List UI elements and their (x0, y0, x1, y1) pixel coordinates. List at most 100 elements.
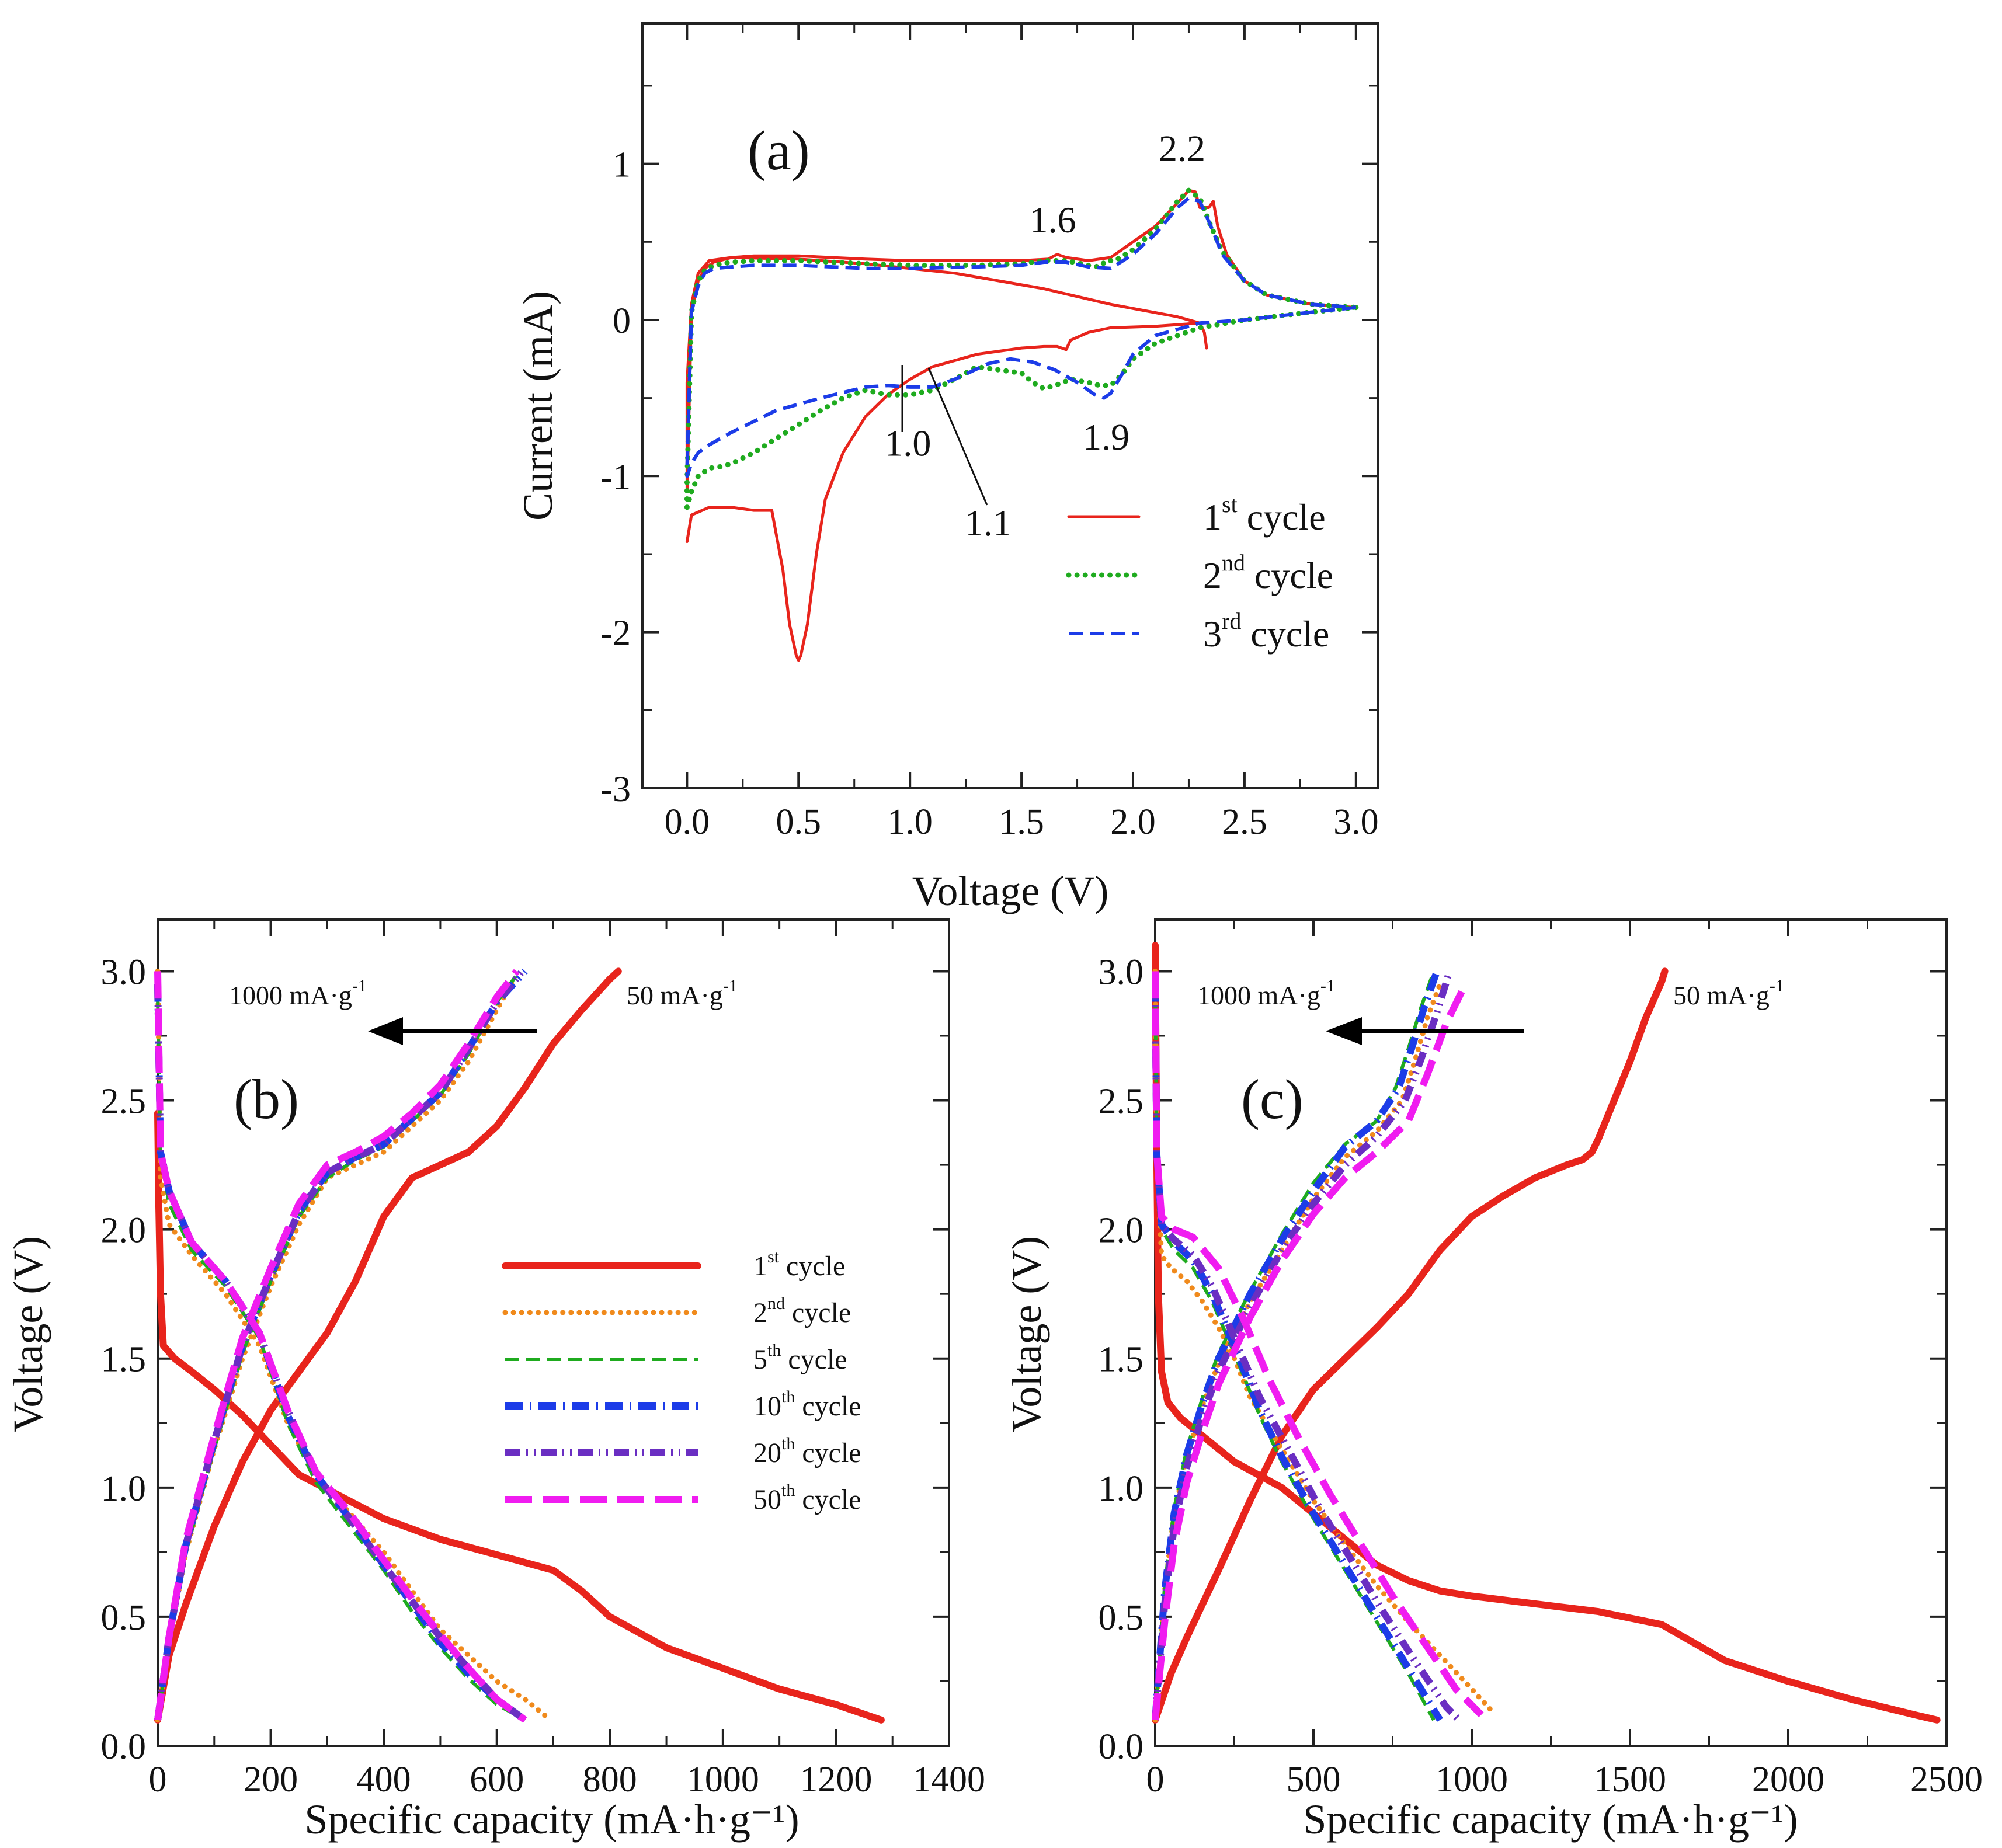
panel-b-series-3-charge (156, 970, 521, 1721)
legend-label: 1st cycle (1203, 491, 1326, 538)
legend-label: 2nd cycle (753, 1294, 851, 1328)
panel-c-arrow (1326, 1017, 1524, 1045)
panel-a-ytick-label: -2 (600, 614, 631, 653)
panel-b-ylabel: Voltage (V) (5, 1236, 51, 1433)
panel-b-series-5-discharge (154, 984, 527, 1723)
panel-b-xtick-label: 800 (583, 1760, 637, 1800)
panel-b-ytick-label: 2.0 (101, 1211, 147, 1251)
panel-c-rate-50: 50 mA·g-1 (1673, 976, 1784, 1010)
panel-a-ytick-label: -1 (600, 457, 631, 497)
panel-a-label: (a) (748, 119, 810, 182)
panel-a-xtick-label: 1.5 (999, 802, 1044, 842)
panel-c-series-1-charge (1152, 967, 1669, 1724)
panel-c-xtick-label: 2000 (1752, 1760, 1824, 1800)
panel-a-legend: 1st cycle 2nd cycle 3rd cycle (1066, 491, 1333, 655)
panel-b-series-6-charge (154, 969, 520, 1721)
panel-c-ytick-label: 1.5 (1099, 1340, 1144, 1380)
panel-b-series-3-discharge (156, 997, 526, 1722)
panel-a-ytick-label: 0 (613, 301, 631, 341)
panel-b-legend: 1st cycle 2nd cycle 5th cycle 10th cycle 20t… (502, 1247, 861, 1515)
panel-b: 0 200 400 600 800 1000 1200 1400 0.0 0.5 1.0 1.5 2.0… (5, 918, 985, 1843)
panel-c-ytick-label: 0.5 (1099, 1598, 1144, 1638)
panel-b-series-1-discharge (154, 1109, 885, 1724)
panel-c-ylabel: Voltage (V) (1003, 1236, 1050, 1433)
panel-a-ylabel: Current (mA) (515, 291, 561, 521)
panel-c-ytick-label: 0.0 (1099, 1727, 1144, 1767)
panel-b-series-5-charge (154, 969, 525, 1721)
panel-b-series-1-charge (154, 967, 622, 1724)
panel-b-rate-50: 50 mA·g-1 (627, 976, 738, 1010)
peak-label: 1.6 (1030, 199, 1076, 241)
panel-c-xtick-label: 0 (1146, 1760, 1165, 1800)
panel-a-ytick-label: 1 (613, 145, 631, 185)
panel-b-ytick-label: 1.5 (101, 1340, 147, 1380)
panel-b-ytick-label: 1.0 (101, 1469, 147, 1509)
panel-c-ytick-label: 3.0 (1099, 952, 1144, 992)
panel-b-series-2-discharge (155, 968, 554, 1723)
panel-c-series-1-discharge (1152, 942, 1941, 1724)
panel-b-xtick-label: 400 (357, 1760, 411, 1800)
panel-c-series-2-discharge (1152, 968, 1493, 1713)
panel-b-xtick-label: 200 (244, 1760, 298, 1800)
legend-label: 20th cycle (753, 1434, 861, 1468)
panel-c-xtick-label: 1000 (1436, 1760, 1508, 1800)
legend-label: 3rd cycle (1203, 608, 1329, 655)
panel-c-frame (1154, 918, 1948, 1747)
panel-a-xtick-label: 1.0 (887, 802, 933, 842)
legend-label: 2nd cycle (1203, 549, 1333, 596)
panel-c-series-5-charge (1152, 970, 1453, 1721)
panel-c-series-5-discharge (1152, 984, 1462, 1723)
panel-c: 0 500 1000 1500 2000 2500 0.0 0.5 1.0 1.5 2.0 2.5 3.… (1003, 918, 1983, 1843)
panel-c-series-6-charge (1152, 982, 1469, 1721)
arrow-left-icon (1326, 1017, 1362, 1045)
panel-a-series-3 (685, 196, 1357, 478)
panel-b-xlabel: Specific capacity (mA·h·g⁻¹) (304, 1796, 799, 1843)
panel-c-xtick-label: 500 (1287, 1760, 1341, 1800)
panel-c-xtick-label: 2500 (1910, 1760, 1983, 1800)
legend-label: 5th cycle (753, 1341, 847, 1375)
panel-b-xtick-label: 600 (470, 1760, 524, 1800)
panel-c-ytick-label: 2.0 (1099, 1211, 1144, 1251)
panel-b-ytick-label: 3.0 (101, 952, 147, 992)
panel-b-xtick-label: 0 (149, 1760, 167, 1800)
panel-b-xtick-label: 1200 (800, 1760, 872, 1800)
panel-b-series-4-discharge (154, 984, 527, 1723)
panel-c-ytick-label: 2.5 (1099, 1082, 1144, 1122)
panel-c-xlabel: Specific capacity (mA·h·g⁻¹) (1303, 1796, 1798, 1843)
panel-b-ytick-label: 0.0 (101, 1727, 147, 1767)
panel-c-series-4-charge (1152, 970, 1441, 1721)
peak-1.1-leader (927, 367, 988, 506)
panel-a-xtick-label: 2.0 (1110, 802, 1156, 842)
panel-a-xtick-label: 3.0 (1333, 802, 1379, 842)
panel-b-series-4-charge (154, 969, 528, 1721)
panel-b-ytick-label: 0.5 (101, 1598, 147, 1638)
panel-a-frame (641, 22, 1379, 789)
legend-label: 10th cycle (753, 1387, 861, 1422)
panel-c-series-4-discharge (1152, 984, 1443, 1722)
panel-a-xlabel: Voltage (V) (912, 868, 1109, 914)
panel-b-arrow (368, 1017, 537, 1045)
panel-b-series-2-charge (155, 976, 517, 1723)
panel-b-xtick-label: 1400 (913, 1760, 985, 1800)
panel-b-xtick-label: 1000 (687, 1760, 759, 1800)
panel-c-series-6-discharge (1152, 971, 1484, 1718)
legend-label: 1st cycle (753, 1247, 845, 1282)
peak-label: 1.1 (965, 502, 1012, 544)
panel-a-xtick-label: 2.5 (1222, 802, 1267, 842)
panel-b-label: (b) (234, 1068, 299, 1130)
legend-label: 50th cycle (753, 1481, 861, 1515)
panel-b-rate-1000: 1000 mA·g-1 (229, 976, 367, 1010)
peak-label: 2.2 (1159, 127, 1205, 169)
peak-label: 1.9 (1083, 416, 1129, 458)
panel-c-rate-1000: 1000 mA·g-1 (1197, 976, 1335, 1010)
panel-a: 0.0 0.5 1.0 1.5 2.0 2.5 3.0 -3 -2 -1 0 1 2.2 1.6 1.9 1… (515, 22, 1379, 914)
panel-a-xtick-label: 0.5 (776, 802, 822, 842)
panel-a-series-2 (684, 187, 1359, 510)
panel-a-ytick-label: -3 (600, 770, 631, 809)
panel-c-xtick-label: 1500 (1594, 1760, 1666, 1800)
panel-c-label: (c) (1241, 1068, 1304, 1130)
panel-c-ytick-label: 1.0 (1099, 1469, 1144, 1509)
panel-b-ytick-label: 2.5 (101, 1082, 147, 1122)
peak-label: 1.0 (884, 423, 931, 464)
panel-b-series-6-discharge (154, 971, 527, 1723)
